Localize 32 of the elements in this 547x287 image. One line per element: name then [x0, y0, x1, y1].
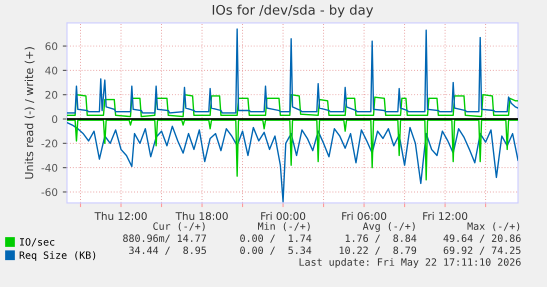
y-tick-label: -60: [41, 188, 58, 196]
x-tick-label: Fri 06:00: [342, 212, 386, 220]
y-tick-label: 0: [52, 115, 58, 124]
line-series: [67, 120, 518, 180]
text: Cur (-/+): [153, 222, 205, 232]
x-tick-label: Thu 12:00: [94, 212, 147, 220]
text: Avg (-/+): [362, 222, 415, 232]
y-tick-label: -40: [41, 164, 58, 172]
line-series: [67, 94, 518, 118]
y-axis-title: Units read (-) / write (+): [24, 47, 35, 179]
y-tick-label: -20: [41, 140, 58, 148]
text: 0.00 / 1.74: [240, 234, 312, 243]
text: 49.64 / 20.86: [444, 234, 521, 243]
x-tick-label: Fri 12:00: [423, 212, 468, 220]
text: 34.44 / 8.95: [129, 246, 206, 255]
text: 1.76 / 8.84: [346, 234, 416, 243]
line-series: [67, 28, 518, 114]
text: Last update: Fri May 22 17:11:10 2026: [300, 258, 521, 268]
text: 880.96m/ 14.77: [123, 234, 206, 243]
text: 10.22 / 8.79: [340, 246, 416, 255]
chart-title: IOs for /dev/sda - by day: [212, 4, 374, 18]
x-tick-label: Thu 18:00: [176, 212, 228, 220]
y-tick-label: 20: [45, 90, 58, 99]
text: 69.92 / 74.25: [444, 246, 520, 255]
text: Max (-/+): [468, 222, 520, 232]
legend-label: Req Size (KB): [20, 251, 96, 261]
legend-label: IO/sec: [20, 238, 54, 246]
x-tick-label: Fri 00:00: [261, 212, 306, 220]
y-tick-label: 40: [45, 66, 58, 74]
y-tick-label: 60: [45, 42, 58, 50]
text: Min (-/+): [258, 222, 310, 232]
text: 0.00 / 5.34: [240, 246, 312, 255]
